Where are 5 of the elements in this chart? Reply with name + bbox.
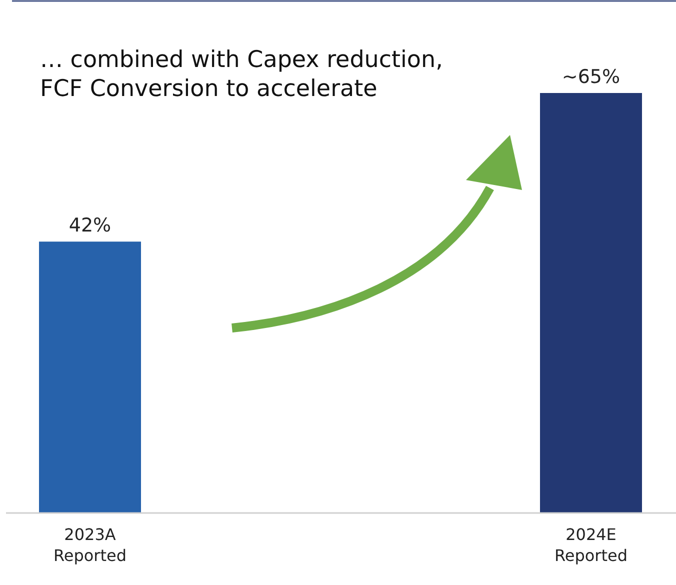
data-label: ~65%: [562, 66, 620, 88]
x-tick-label: 2024E Reported: [554, 525, 628, 565]
chart-title: … combined with Capex reduction, FCF Conversion to accelerate: [40, 47, 443, 102]
data-label: 42%: [68, 214, 112, 237]
x-tick-label: 2023A Reported: [53, 525, 127, 565]
